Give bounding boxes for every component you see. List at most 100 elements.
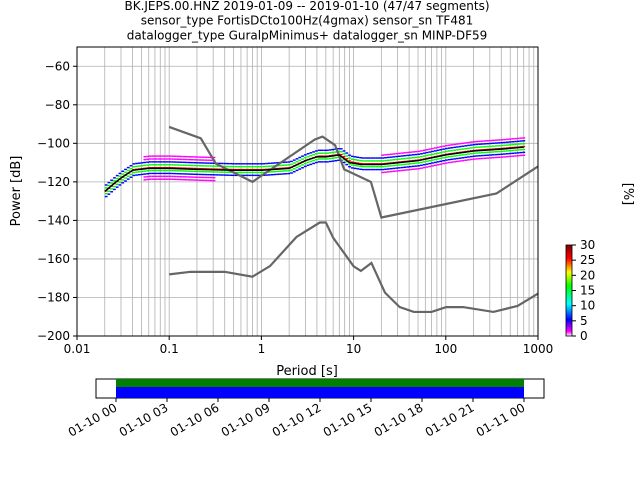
density-cell	[456, 157, 459, 160]
density-cell	[168, 169, 172, 172]
density-cell	[218, 171, 221, 173]
density-cell	[248, 165, 252, 168]
density-cell	[447, 158, 451, 161]
density-cell	[339, 156, 343, 159]
density-cell	[198, 179, 202, 181]
density-cell	[514, 137, 517, 140]
x-axis: 0.01 0.1 1 10 100 1000	[64, 336, 553, 356]
density-cell	[193, 159, 197, 161]
density-cell	[381, 168, 385, 171]
density-cell	[356, 168, 360, 170]
density-cell	[190, 179, 194, 181]
density-cell	[129, 164, 133, 167]
density-cell	[503, 141, 506, 144]
density-cell	[392, 170, 396, 173]
density-cell	[104, 184, 108, 186]
colorbar-tick-label: 15	[580, 284, 595, 298]
density-cell	[237, 163, 241, 165]
density-cell	[204, 156, 208, 158]
density-cell	[160, 175, 163, 178]
density-cell	[176, 164, 180, 166]
density-cell	[403, 154, 407, 157]
density-cell	[483, 154, 487, 157]
density-cell	[143, 164, 147, 167]
density-cell	[187, 167, 191, 170]
density-cell	[165, 172, 169, 175]
density-cell	[281, 173, 285, 175]
density-cell	[478, 146, 481, 148]
density-cell	[190, 164, 194, 167]
density-cell	[173, 178, 177, 181]
gap-coverage-bar	[116, 379, 524, 387]
density-cell	[212, 156, 216, 159]
colorbar	[565, 244, 573, 337]
density-cell	[395, 152, 398, 155]
density-cell	[420, 155, 423, 158]
density-cell	[201, 173, 205, 176]
density-cell	[475, 152, 479, 154]
density-cell	[143, 176, 147, 178]
series-line-2	[104, 146, 524, 193]
density-cell	[431, 162, 434, 164]
density-cell	[110, 191, 114, 193]
density-cell	[110, 179, 114, 181]
density-cell	[425, 151, 429, 154]
density-cell	[494, 151, 498, 153]
density-cell	[489, 151, 492, 153]
density-cell	[442, 151, 445, 153]
density-cell	[196, 162, 199, 164]
density-cell	[384, 168, 387, 171]
density-cell	[367, 157, 371, 159]
density-cell	[118, 175, 122, 178]
density-cell	[231, 174, 235, 177]
density-cell	[157, 161, 161, 163]
density-cell	[137, 162, 141, 164]
density-cell	[245, 171, 249, 174]
colorbar-tick-label: 20	[580, 268, 595, 282]
density-cell	[384, 171, 387, 173]
density-cell	[126, 169, 130, 172]
density-cell	[511, 152, 515, 155]
density-cell	[317, 161, 321, 163]
density-cell	[179, 155, 183, 158]
density-cell	[154, 164, 158, 166]
density-cell	[475, 155, 479, 157]
y-tick-label: −140	[37, 213, 70, 227]
density-cell	[146, 173, 150, 175]
density-cell	[406, 163, 410, 165]
density-cell	[135, 162, 138, 165]
density-cell	[444, 159, 448, 161]
density-cell	[420, 164, 423, 167]
density-cell	[171, 175, 174, 178]
density-cell	[323, 161, 327, 163]
density-cell	[447, 144, 451, 146]
density-cell	[464, 142, 468, 144]
density-cell	[201, 165, 205, 167]
density-cell	[472, 146, 476, 149]
density-cell	[207, 162, 210, 164]
density-cell	[132, 174, 136, 177]
density-cell	[353, 156, 357, 158]
density-cell	[110, 188, 114, 190]
density-cell	[176, 161, 180, 163]
series-line-1	[169, 221, 538, 314]
density-cell	[386, 156, 390, 159]
density-cell	[276, 173, 280, 176]
density-cell	[516, 149, 520, 151]
density-cell	[447, 150, 451, 152]
density-cell	[309, 163, 313, 166]
density-cell	[409, 151, 412, 153]
density-cell	[187, 156, 191, 158]
density-cell	[458, 148, 462, 151]
density-cell	[458, 157, 462, 159]
density-cell	[422, 149, 426, 152]
density-cell	[198, 176, 202, 179]
density-cell	[262, 163, 266, 165]
density-cell	[414, 153, 418, 156]
density-cell	[458, 145, 462, 148]
y-tick-label: −180	[37, 290, 70, 304]
density-cell	[303, 154, 307, 156]
density-cell	[223, 165, 227, 168]
density-cell	[442, 162, 445, 165]
density-cell	[353, 161, 357, 164]
